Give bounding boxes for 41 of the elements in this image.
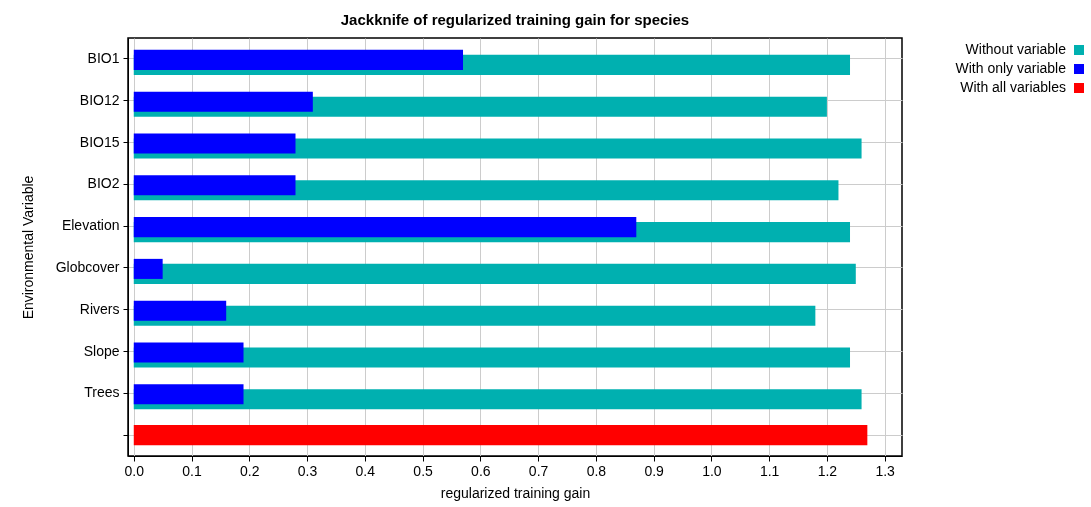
bar: [133, 133, 296, 154]
legend-label: With only variable: [955, 60, 1067, 76]
x-tick-label: 0.0: [124, 462, 145, 479]
legend-label: With all variables: [960, 79, 1066, 95]
chart-title: Jackknife of regularized training gain for species: [340, 11, 690, 28]
x-tick-label: 0.5: [413, 462, 434, 479]
x-tick-label: 1.0: [702, 462, 722, 479]
y-tick-label: BIO1: [87, 49, 120, 66]
bar: [133, 49, 464, 70]
bar: [133, 258, 163, 279]
y-tick-label: BIO12: [79, 91, 120, 108]
bar: [133, 91, 313, 112]
bar: [133, 425, 868, 446]
x-tick-label: 0.3: [297, 462, 318, 479]
x-tick-label: 1.2: [817, 462, 838, 479]
x-tick-label: 0.2: [240, 462, 260, 479]
x-tick-label: 0.8: [586, 462, 607, 479]
x-tick-label: 0.6: [471, 462, 491, 479]
legend-label: Without variable: [965, 41, 1067, 57]
y-tick-label: Trees: [84, 384, 120, 401]
bar: [133, 217, 637, 238]
y-tick-label: Globcover: [55, 258, 120, 275]
y-tick-label: Rivers: [79, 300, 120, 317]
y-tick-label: Slope: [83, 342, 120, 359]
x-tick-label: 1.1: [759, 462, 780, 479]
y-axis-title: Environmental Variable: [19, 175, 36, 320]
bar: [133, 300, 227, 321]
x-tick-label: 0.7: [528, 462, 549, 479]
bar: [133, 263, 856, 284]
y-tick-label: BIO2: [87, 175, 120, 192]
x-tick-label: 0.9: [644, 462, 665, 479]
y-tick-label: BIO15: [79, 133, 120, 150]
bar: [133, 342, 244, 363]
bar: [133, 305, 816, 326]
x-tick-label: 0.4: [355, 462, 376, 479]
bar: [133, 175, 296, 196]
bar: [133, 384, 244, 405]
x-tick-label: 0.1: [182, 462, 202, 479]
x-tick-label: 1.3: [875, 462, 896, 479]
x-axis-title: regularized training gain: [440, 484, 591, 501]
y-tick-label: Elevation: [61, 217, 120, 234]
